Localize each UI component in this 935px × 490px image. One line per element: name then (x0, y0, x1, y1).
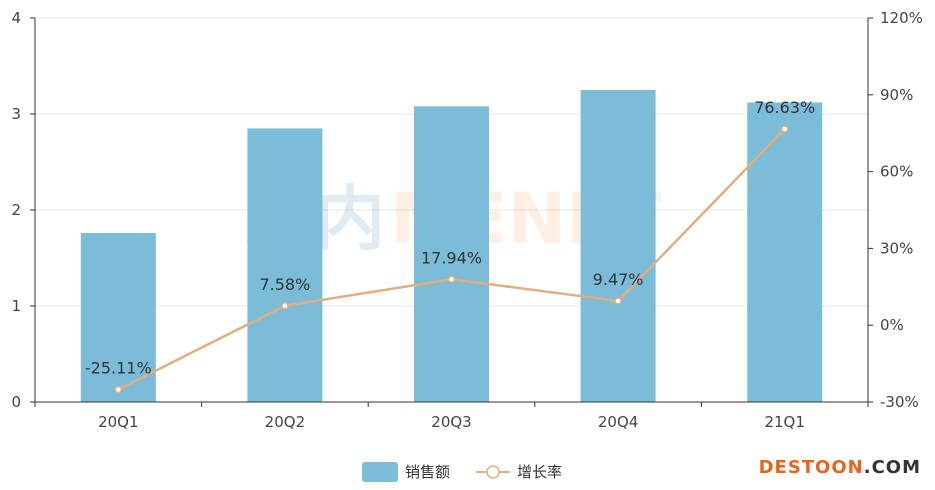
legend-label-bar: 销售额 (405, 463, 450, 481)
x-tick-label: 20Q3 (431, 413, 471, 431)
line-point[interactable] (614, 297, 622, 305)
bar[interactable] (80, 233, 156, 402)
y-left-tick-label: 4 (11, 9, 21, 27)
x-tick-label: 21Q1 (764, 413, 804, 431)
x-tick-label: 20Q1 (98, 413, 138, 431)
line-point[interactable] (114, 385, 123, 394)
data-label: 17.94% (421, 248, 482, 267)
y-right-tick-label: 60% (880, 163, 913, 181)
line-point[interactable] (780, 125, 789, 133)
y-left-tick-label: 2 (11, 201, 21, 219)
y-right-tick-label: 90% (880, 86, 913, 104)
legend-swatch-bar (362, 462, 398, 482)
y-right-tick-label: -30% (880, 393, 919, 411)
x-tick-label: 20Q4 (598, 413, 638, 431)
bar[interactable] (580, 90, 656, 402)
brand-suffix: .COM (863, 457, 921, 478)
y-left-tick-label: 0 (11, 393, 21, 411)
line-point[interactable] (281, 302, 289, 310)
data-label: -25.11% (85, 358, 152, 377)
y-right-tick-label: 120% (880, 9, 923, 27)
legend-marker-circle (486, 465, 500, 479)
axes: 0 1 2 3 4 -30% 0% 30% 60% 90% 120% 20Q1 20Q2 20Q3 20Q4… (11, 9, 922, 431)
legend[interactable]: 销售额 增长率 (362, 462, 562, 482)
y-right-tick-label: 30% (880, 239, 913, 257)
y-left-tick-label: 1 (11, 297, 21, 315)
legend-label-line: 增长率 (517, 463, 562, 481)
x-tick-label: 20Q2 (265, 413, 305, 431)
brand-logo: DESTOON.COM (759, 457, 921, 478)
bar[interactable] (247, 128, 323, 402)
bar-series (80, 90, 823, 402)
y-right-tick-label: 0% (880, 316, 904, 334)
data-label: 7.58% (259, 275, 310, 294)
data-label: 76.63% (754, 98, 815, 117)
brand-main: DESTOON (758, 457, 864, 478)
bar[interactable] (747, 102, 823, 402)
line-point[interactable] (447, 275, 456, 284)
bar[interactable] (414, 106, 489, 402)
y-left-tick-label: 3 (11, 105, 21, 123)
data-label: 9.47% (593, 270, 644, 289)
line-series: -25.11% 7.58% 17.94% 9.47% 76.63% (85, 98, 815, 394)
